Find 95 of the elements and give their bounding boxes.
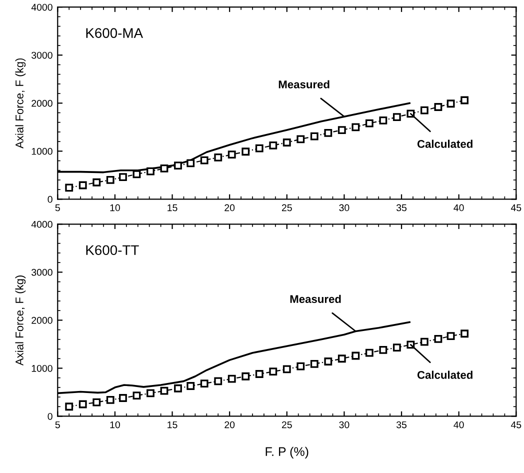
point [282, 365, 291, 374]
x-tick-label: 45 [510, 204, 522, 212]
x-tick-label: 15 [168, 421, 178, 428]
point [174, 384, 182, 392]
y-tick-label: 0 [48, 412, 52, 420]
point [65, 402, 74, 411]
point [255, 144, 264, 152]
point [379, 346, 388, 354]
x-tick-label: 30 [339, 421, 350, 428]
point [352, 123, 360, 132]
point [365, 119, 374, 128]
point [160, 164, 168, 172]
x-tick-label: 5 [55, 204, 60, 212]
y-axis-title: Axial Force, F (kg) [15, 276, 26, 366]
point [214, 153, 222, 162]
point [132, 392, 141, 400]
point [65, 184, 74, 192]
point [324, 358, 332, 366]
point [186, 159, 195, 168]
y-tick-label: 4000 [31, 4, 52, 11]
x-tick-label: 40 [454, 421, 464, 428]
x-tick-label: 10 [110, 204, 120, 212]
x-tick-label: 45 [510, 421, 522, 428]
point [365, 348, 374, 357]
point [392, 344, 401, 352]
point [269, 141, 278, 150]
x-tick-label: 10 [110, 421, 120, 428]
point [146, 167, 154, 176]
y-axis-title: Axial Force, F (kg) [15, 58, 26, 148]
point [106, 396, 114, 404]
point [200, 156, 208, 164]
x-tick-label: 25 [282, 204, 292, 212]
y-tick-label: 1000 [32, 364, 52, 372]
point [282, 138, 291, 146]
point [228, 374, 236, 383]
x-axis-title: F. P (%) [266, 446, 308, 458]
x-tick-label: 15 [168, 204, 178, 212]
text: K600-MA [86, 28, 144, 38]
point [228, 150, 236, 158]
point [132, 170, 141, 178]
y-tick-label: 2000 [32, 316, 52, 324]
point [92, 178, 101, 186]
point [242, 372, 250, 380]
point [214, 377, 222, 386]
point [78, 181, 87, 190]
y-tick-label: 0 [48, 196, 52, 203]
point [160, 386, 168, 395]
point [255, 370, 264, 378]
y-tick-label: 2000 [32, 100, 52, 107]
point [460, 96, 469, 104]
point [106, 176, 114, 184]
annotation: Calculated [417, 370, 472, 379]
y-tick-label: 1000 [32, 148, 52, 155]
point [352, 352, 360, 360]
point [200, 380, 208, 388]
point [379, 116, 388, 124]
point [119, 394, 127, 402]
point [392, 113, 401, 122]
point [296, 135, 305, 144]
x-tick-label: 5 [55, 421, 60, 428]
point [186, 382, 195, 390]
y-tick-label: 3000 [32, 268, 52, 276]
point [296, 362, 305, 370]
text: K600-TT [86, 245, 139, 256]
point [119, 173, 127, 182]
point [269, 368, 278, 376]
y-tick-label: 3000 [32, 52, 52, 59]
x-tick-label: 20 [224, 204, 235, 212]
point [420, 106, 428, 114]
point [310, 132, 318, 140]
point [446, 100, 455, 108]
point [434, 334, 442, 343]
x-tick-label: 20 [224, 421, 235, 428]
x-tick-label: 30 [339, 204, 350, 212]
annotation: Measured [290, 294, 341, 304]
point [174, 162, 182, 170]
point [338, 354, 346, 363]
point [446, 332, 455, 340]
point [338, 126, 346, 134]
x-tick-label: 35 [396, 421, 407, 428]
point [146, 389, 154, 398]
x-tick-label: 40 [454, 204, 464, 212]
point [460, 330, 469, 338]
point [324, 128, 332, 137]
point [242, 148, 250, 156]
annotation: Measured [278, 80, 330, 88]
x-tick-label: 25 [282, 421, 292, 428]
point [434, 103, 442, 111]
point [420, 338, 428, 346]
annotation: Calculated [417, 140, 472, 148]
y-tick-label: 4000 [31, 220, 52, 228]
point [92, 398, 101, 406]
point [310, 360, 318, 368]
point [78, 400, 87, 408]
x-tick-label: 35 [396, 204, 407, 212]
